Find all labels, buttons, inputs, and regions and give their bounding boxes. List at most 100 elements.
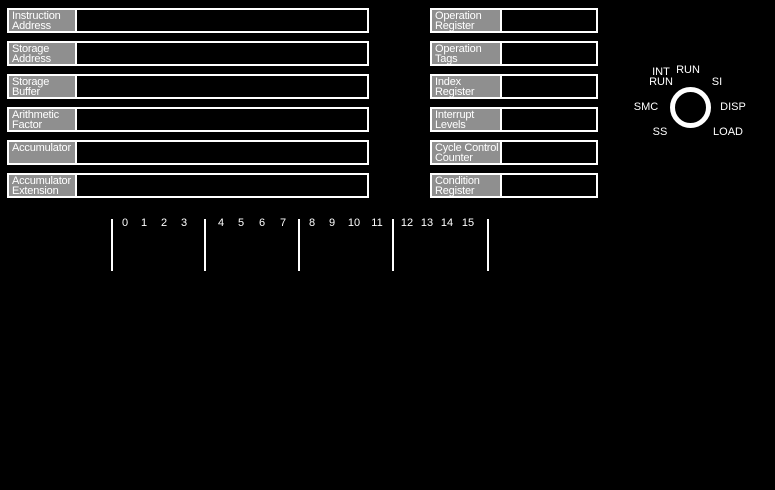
bit-scale-number: 8 <box>308 217 316 229</box>
register-label-line: Factor <box>12 119 42 131</box>
register-lamps-operation-register <box>502 10 596 31</box>
mode-dial-label-load: LOAD <box>713 126 743 138</box>
register-row-index-register: Index Register <box>430 74 598 99</box>
register-row-operation-register: Operation Register <box>430 8 598 33</box>
mode-dial-knob[interactable] <box>670 87 711 128</box>
register-row-operation-tags: Operation Tags <box>430 41 598 66</box>
mode-dial-label-line: SMC <box>633 101 659 113</box>
register-row-accumulator: Accumulator <box>7 140 369 165</box>
bit-scale-number: 5 <box>237 217 245 229</box>
register-lamps-cycle-control-counter <box>502 142 596 163</box>
register-lamps-operation-tags <box>502 43 596 64</box>
register-label-line: Register <box>435 86 475 98</box>
lamp-group-separator <box>500 76 502 97</box>
register-row-condition-register: Condition Register <box>430 173 598 198</box>
register-label-cycle-control-counter: Cycle Control Counter <box>432 142 500 163</box>
mode-dial-label-line: DISP <box>720 101 746 113</box>
mode-dial-label-line: SI <box>711 76 723 88</box>
mode-dial-label-line: RUN <box>649 76 673 88</box>
register-row-arithmetic-factor: Arithmetic Factor <box>7 107 369 132</box>
register-lamps-interrupt-levels <box>502 109 596 130</box>
lamp-group-separator <box>500 109 502 130</box>
bit-scale-number: 12 <box>400 217 414 229</box>
lamp-group-separator <box>500 43 502 64</box>
register-label-line: Storage <box>12 76 50 88</box>
lamp-group-separator <box>500 10 502 31</box>
bit-scale-divider <box>204 219 206 271</box>
register-label-line: Register <box>435 185 475 197</box>
register-label-storage-address: Storage Address <box>9 43 75 64</box>
mode-dial-label-si: SI <box>711 76 723 88</box>
bit-scale-number: 15 <box>461 217 475 229</box>
register-label-line: Interrupt <box>435 109 475 121</box>
register-lamps-arithmetic-factor <box>77 109 367 130</box>
register-label-line: Cycle Control <box>435 142 499 154</box>
register-label-operation-register: Operation Register <box>432 10 500 31</box>
register-label-line: Address <box>12 20 51 32</box>
mode-dial-label-line: INT <box>652 66 670 78</box>
bit-scale-number: 4 <box>217 217 225 229</box>
register-label-line: Register <box>435 20 475 32</box>
register-row-storage-address: Storage Address <box>7 41 369 66</box>
register-label-condition-register: Condition Register <box>432 175 500 196</box>
bit-scale-number: 11 <box>371 217 383 229</box>
register-label-line: Index <box>435 76 461 88</box>
mode-dial-label-run: RUN <box>676 64 700 76</box>
register-label-accumulator: Accumulator <box>9 142 75 163</box>
register-row-storage-buffer: Storage Buffer <box>7 74 369 99</box>
mode-dial-label-line: RUN <box>676 64 700 76</box>
register-lamps-storage-buffer <box>77 76 367 97</box>
register-lamps-condition-register <box>502 175 596 196</box>
lamp-group-separator <box>500 142 502 163</box>
register-label-interrupt-levels: Interrupt Levels <box>432 109 500 130</box>
bit-scale-number: 9 <box>328 217 336 229</box>
register-label-line: Condition <box>435 175 480 187</box>
bit-scale-divider <box>392 219 394 271</box>
register-label-index-register: Index Register <box>432 76 500 97</box>
register-lamps-instruction-address <box>77 10 367 31</box>
lamp-group-separator <box>75 76 77 97</box>
bit-scale-number: 3 <box>180 217 188 229</box>
lamp-group-separator <box>75 175 77 196</box>
register-label-accumulator-extension: Accumulator Extension <box>9 175 75 196</box>
register-label-line: Instruction <box>12 10 61 22</box>
register-label-line: Storage <box>12 43 50 55</box>
bit-scale-divider <box>111 219 113 271</box>
bit-scale-divider <box>487 219 489 271</box>
register-row-instruction-address: Instruction Address <box>7 8 369 33</box>
bit-scale-number: 7 <box>279 217 287 229</box>
bit-scale-number: 6 <box>258 217 266 229</box>
mode-dial-label-disp: DISP <box>720 101 746 113</box>
register-label-storage-buffer: Storage Buffer <box>9 76 75 97</box>
register-label-line: Arithmetic <box>12 109 59 121</box>
mode-dial-label-int-run: INT RUN <box>649 66 673 88</box>
register-lamps-index-register <box>502 76 596 97</box>
register-label-line: Levels <box>435 119 466 131</box>
register-label-line: Accumulator <box>12 142 71 154</box>
lamp-group-separator <box>75 43 77 64</box>
lamp-group-separator <box>500 175 502 196</box>
register-label-line: Extension <box>12 185 59 197</box>
register-label-line: Tags <box>435 53 458 65</box>
register-label-line: Counter <box>435 152 473 164</box>
register-label-line: Address <box>12 53 51 65</box>
register-row-interrupt-levels: Interrupt Levels <box>430 107 598 132</box>
bit-scale-divider <box>298 219 300 271</box>
lamp-group-separator <box>75 109 77 130</box>
register-label-arithmetic-factor: Arithmetic Factor <box>9 109 75 130</box>
register-label-line: Operation <box>435 43 482 55</box>
mode-dial-label-smc: SMC <box>633 101 659 113</box>
register-lamps-accumulator <box>77 142 367 163</box>
bit-scale-number: 2 <box>160 217 168 229</box>
bit-scale-number: 13 <box>420 217 434 229</box>
register-lamps-storage-address <box>77 43 367 64</box>
register-label-line: Operation <box>435 10 482 22</box>
register-label-line: Buffer <box>12 86 40 98</box>
bit-scale-number: 14 <box>440 217 454 229</box>
mode-dial-label-line: SS <box>652 126 668 138</box>
mode-dial-label-line: LOAD <box>713 126 743 138</box>
lamp-group-separator <box>75 142 77 163</box>
register-row-cycle-control-counter: Cycle Control Counter <box>430 140 598 165</box>
register-lamps-accumulator-extension <box>77 175 367 196</box>
